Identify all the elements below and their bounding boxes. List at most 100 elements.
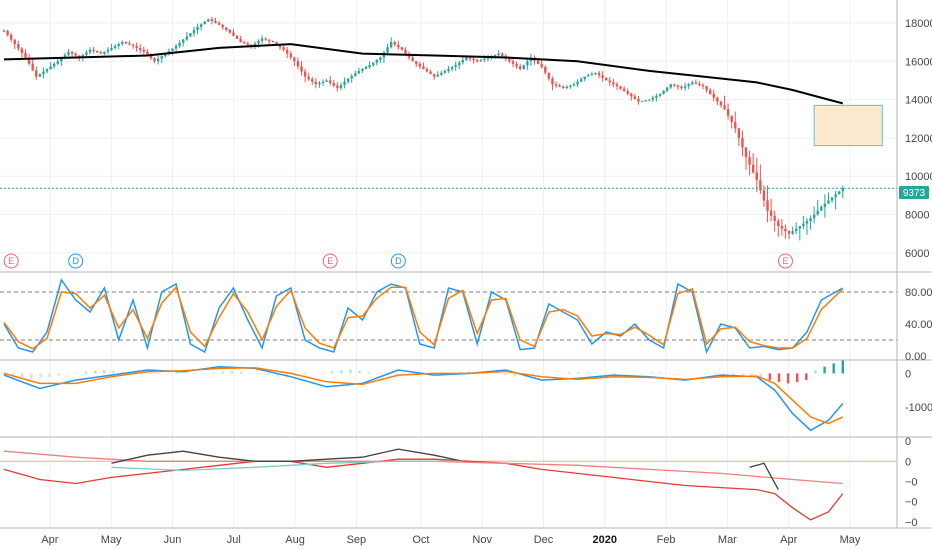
last-price-label: 9373 [899, 186, 929, 199]
candle-body [321, 81, 325, 84]
candle-body [554, 84, 558, 86]
candle-body [769, 210, 773, 216]
macd-histogram-bar [66, 373, 70, 375]
candle-body [823, 203, 827, 207]
macd-histogram-bar [540, 373, 544, 375]
candle-body [766, 200, 769, 211]
candle-body [608, 80, 612, 83]
candle-body [400, 47, 404, 50]
macd-histogram-bar [695, 373, 699, 374]
macd-histogram-bar [176, 372, 179, 374]
candle-body [762, 190, 766, 201]
candle-body [458, 62, 461, 66]
candle-body [135, 45, 138, 48]
candle-body [450, 67, 454, 69]
candle-body [278, 44, 282, 48]
candle-body [418, 63, 422, 67]
candle-body [153, 58, 156, 62]
price-tick-label: 18000 [905, 18, 932, 30]
candle-body [207, 19, 210, 22]
macd-histogram-bar [577, 372, 580, 374]
price-tick-label: 12000 [905, 133, 932, 145]
candle-body [501, 53, 504, 57]
macd-histogram-bar [750, 373, 753, 377]
candle-body [662, 90, 665, 94]
macd-histogram-bar [75, 372, 79, 374]
bottom-series-line [749, 462, 779, 490]
candle-body [486, 57, 490, 59]
candle-body [691, 82, 694, 85]
candle-body [411, 57, 414, 62]
moving-average-line [3, 43, 844, 105]
candle-body [802, 223, 805, 227]
macd-histogram-bar [39, 373, 42, 378]
candle-body [146, 51, 149, 55]
candle-body [432, 74, 436, 77]
macd-histogram-bar [586, 372, 589, 374]
candle-body [314, 81, 318, 85]
macd-histogram-bar [641, 373, 644, 374]
macd-histogram-bar [312, 373, 316, 374]
macd-histogram-bar [732, 373, 735, 376]
candle-body [544, 67, 547, 73]
candle-body [680, 86, 683, 89]
candle-body [253, 43, 257, 46]
month-tick-label: Mar [718, 534, 737, 546]
candle-body [436, 74, 439, 77]
candle-body [633, 96, 637, 99]
macd-histogram-bar [513, 373, 516, 377]
price-tick-label: 16000 [905, 56, 932, 68]
candle-body [329, 80, 332, 84]
candle-body [429, 71, 432, 75]
macd-y-axis[interactable]: 0 -1000 [905, 368, 932, 413]
candle-body [225, 27, 228, 31]
candle-body [199, 24, 203, 27]
event-marker-circle [3, 253, 19, 269]
candle-body [683, 86, 687, 89]
macd-histogram-bar [2, 373, 6, 376]
candle-body [171, 48, 174, 52]
candle-body [124, 42, 128, 44]
macd-histogram-bar [568, 372, 571, 374]
macd-histogram-bar [84, 371, 88, 374]
macd-series-line [3, 365, 844, 432]
candle-body [827, 200, 830, 204]
macd-histogram-bar [340, 370, 343, 374]
candle-body [339, 84, 343, 89]
candle-body [651, 97, 655, 100]
candle-body [49, 66, 52, 69]
candle-body [705, 86, 708, 91]
macd-histogram-bar [194, 372, 197, 374]
candle-body [164, 53, 167, 57]
candle-body [741, 137, 744, 148]
candle-body [759, 180, 762, 191]
stoch-y-axis[interactable]: 80.00 40.00 0.00 [905, 287, 932, 363]
candle-body [325, 80, 328, 82]
candle-body [210, 19, 214, 22]
candle-body [547, 72, 551, 79]
macd-histogram-bar [786, 373, 790, 384]
candle-body [468, 57, 472, 59]
macd-histogram-bar [248, 372, 252, 374]
candle-body [239, 38, 242, 43]
macd-histogram-bar [622, 373, 626, 374]
candle-body [511, 61, 515, 64]
stoch-series-line [3, 285, 844, 350]
bottom-series-line [111, 460, 463, 472]
candle-body [296, 61, 300, 67]
candle-body [673, 84, 676, 86]
candle-body [264, 38, 267, 40]
candle-body [357, 70, 361, 74]
macd-histogram-bar [841, 360, 845, 374]
candle-body [744, 147, 748, 158]
candle-body [658, 93, 662, 96]
candle-body [594, 72, 597, 75]
bottom-y-axis[interactable]: 0 0 −0 −0 −0 [905, 436, 918, 529]
macd-histogram-bar [367, 372, 370, 374]
candle-body [716, 97, 719, 102]
candle-body [24, 52, 27, 58]
time-x-axis[interactable]: Apr May Jun Jul Aug Sep Oct Nov Dec 2020 Feb Mar Apr… [41, 534, 861, 546]
candle-body [515, 63, 518, 67]
